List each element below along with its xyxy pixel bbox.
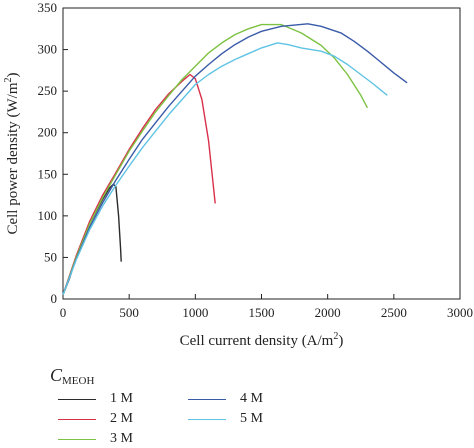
series-line-2m: [62, 73, 216, 296]
y-axis-title: Cell power density (W/m2): [3, 72, 21, 234]
power-density-chart: 0 500 1000 1500 2000 2500 3000 0 50 100 150 200 250 3…: [3, 0, 474, 349]
y-tick-label: 100: [38, 208, 58, 223]
x-tick-label: 500: [119, 305, 139, 320]
legend-item: 5 M: [188, 410, 263, 428]
legend-label: 1 M: [110, 391, 133, 406]
legend-label: 5 M: [240, 411, 263, 426]
x-tick-label: 1500: [249, 305, 275, 320]
legend-label: 2 M: [110, 411, 133, 426]
legend-item: 1 M: [58, 390, 133, 408]
x-tick-label: 2000: [315, 305, 341, 320]
x-tick-label: 0: [60, 305, 67, 320]
y-tick-label: 300: [38, 42, 58, 57]
y-tick-label: 150: [38, 166, 58, 181]
x-tick-label: 3000: [447, 305, 473, 320]
x-tick-label: 1000: [182, 305, 208, 320]
x-tick-label: 2500: [381, 305, 407, 320]
legend-swatch: [58, 418, 96, 420]
legend-swatch: [58, 398, 96, 400]
legend-swatch: [58, 438, 96, 440]
legend-item: 2 M: [58, 410, 133, 428]
legend: CMEOH 1 M 2 M 3 M 4 M 5 M: [0, 365, 474, 448]
series-line-3m: [62, 23, 369, 296]
y-tick-label: 50: [44, 249, 57, 264]
series-line-1m: [62, 183, 122, 296]
series-layer: [62, 23, 408, 296]
y-tick-label: 350: [38, 0, 58, 15]
legend-item: 3 M: [58, 430, 133, 448]
y-tick-label: 200: [38, 125, 58, 140]
legend-title: CMEOH: [50, 365, 95, 387]
x-axis-title: Cell current density (A/m2): [180, 331, 344, 349]
axis-ticks: 0 500 1000 1500 2000 2500 3000 0 50 100 150 200 250 3…: [38, 0, 474, 320]
legend-label: 3 M: [110, 431, 133, 446]
legend-swatch: [188, 398, 226, 400]
legend-swatch: [188, 418, 226, 420]
plot-frame: [62, 7, 461, 300]
series-line-5m: [62, 42, 388, 296]
legend-label: 4 M: [240, 391, 263, 406]
series-line-4m: [62, 23, 408, 296]
y-tick-label: 0: [51, 291, 58, 306]
legend-item: 4 M: [188, 390, 263, 408]
y-tick-label: 250: [38, 83, 58, 98]
